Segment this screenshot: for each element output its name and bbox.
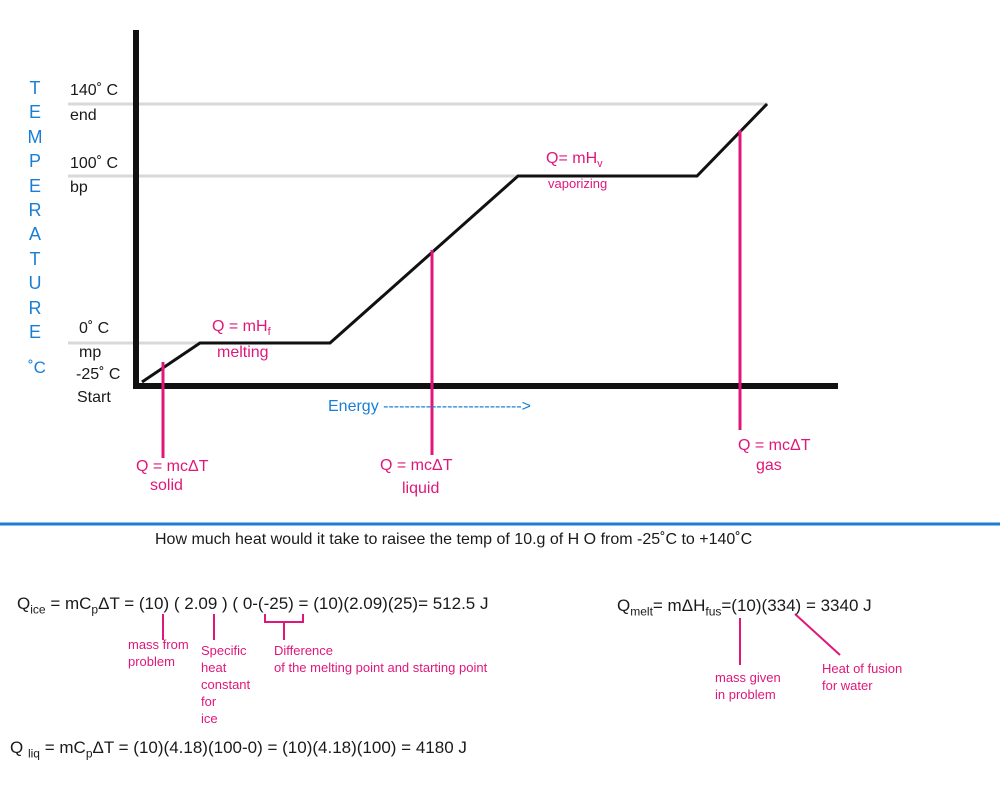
q-melt-equation: Qmelt= mΔHfus=(10)(334) = 3340 J (617, 596, 872, 619)
y-axis-letter: R (28, 200, 42, 221)
tick-label-bp: bp (70, 179, 88, 196)
y-axis-letter: E (28, 322, 41, 343)
heating-curve (141, 102, 769, 384)
q-ice-equation: Qice = mCpΔT = (10) ( 2.09 ) ( 0-(-25) =… (17, 594, 489, 617)
note-mass-given: mass given in problem (715, 670, 781, 702)
note-specific-heat: Specific heat constant for ice (201, 643, 251, 726)
melting-label: melting (217, 344, 269, 361)
liquid-equation: Q = mcΔT (380, 457, 453, 474)
tick-label-140: 140˚ C (70, 82, 119, 99)
y-axis-letter: R (28, 297, 42, 318)
x-axis-label: Energy --------------------------> (328, 398, 532, 415)
note-difference: Difference of the melting point and star… (274, 643, 488, 675)
y-axis-letter: P (28, 151, 41, 172)
y-axis-letter: U (28, 273, 42, 294)
y-axis-letter: T (29, 78, 41, 98)
note-heat-of-fusion: Heat of fusion for water (822, 661, 903, 693)
gas-label: gas (756, 457, 782, 474)
y-axis-letter: T (29, 248, 41, 269)
y-axis-letter: A (28, 224, 41, 245)
solid-equation: Q = mcΔT (136, 458, 209, 475)
note-mass-from-problem: mass from problem (128, 637, 189, 669)
melt-heat-pointer (794, 613, 841, 656)
y-axis-letter: M (27, 126, 43, 147)
liquid-label: liquid (402, 480, 440, 497)
tick-label-100: 100˚ C (70, 155, 119, 172)
q-liq-equation: Q liq = mCpΔT = (10)(4.18)(100-0) = (10)… (10, 738, 467, 761)
y-axis-unit: ˚C (28, 358, 46, 377)
gas-equation: Q = mcΔT (738, 437, 811, 454)
diff-bracket (264, 614, 304, 640)
tick-label-end: end (70, 107, 97, 124)
vaporizing-label: vaporizing (548, 176, 608, 191)
tick-label-neg25: -25˚ C (76, 366, 121, 383)
y-axis-letter: E (28, 175, 41, 196)
tick-label-0: 0˚ C (79, 320, 110, 337)
tick-label-start: Start (77, 389, 111, 406)
vaporizing-equation: Q= mHv (546, 150, 603, 171)
melting-equation: Q = mHf (212, 318, 271, 339)
y-axis-letter: E (28, 102, 41, 123)
question-text: How much heat would it take to raisee th… (155, 531, 753, 548)
tick-label-mp: mp (79, 344, 102, 361)
solid-label: solid (150, 477, 183, 494)
